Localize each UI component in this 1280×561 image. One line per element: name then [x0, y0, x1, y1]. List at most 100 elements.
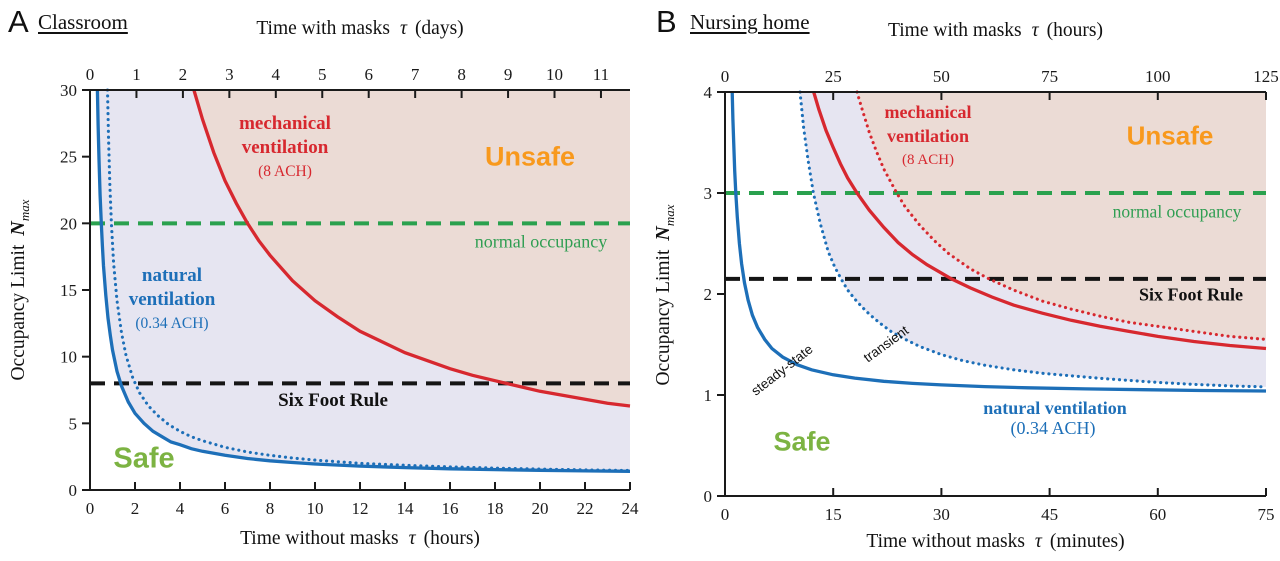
tick-label: 20: [60, 214, 77, 233]
panel-a-chart: 0 2 4 6 8 10 12 14 16 18 20 22 240 1 2 3 4 5 6 7 8 9 10 1105101…: [60, 65, 640, 518]
tau-symbol: τ: [1031, 20, 1039, 41]
tick-label: 1: [704, 386, 713, 405]
tick-label: 9: [504, 65, 513, 84]
tick-label: 15: [825, 505, 842, 524]
mech-label-line2: ventilation: [886, 126, 969, 146]
nat-label-ach: (0.34 ACH): [135, 315, 209, 332]
tick-label: 0: [704, 487, 713, 506]
mechanical-ventilation-label: mechanical ventilation (8 ACH): [885, 100, 972, 172]
tick-label: 4: [176, 499, 185, 518]
mech-label-line1: mechanical: [239, 113, 331, 134]
mechanical-ventilation-label: mechanical ventilation (8 ACH): [239, 112, 331, 184]
tau-symbol: τ: [399, 18, 407, 39]
tick-label: 8: [457, 65, 466, 84]
safe-label: Safe: [773, 426, 831, 457]
tick-label: 5: [69, 414, 78, 433]
mech-label-line2: ventilation: [241, 137, 329, 158]
tick-label: 18: [487, 499, 504, 518]
axis-title-text: Time without masks: [866, 531, 1025, 552]
panel-a-title: Classroom: [38, 10, 128, 34]
panel-a: 0 2 4 6 8 10 12 14 16 18 20 22 24 0 1 2 3 4 5 6 7 8 9 10 11 0 5 10 1…: [7, 4, 640, 550]
tick-label: 2: [704, 285, 713, 304]
tick-label: 6: [364, 65, 373, 84]
panel-b-title: Nursing home: [690, 10, 810, 34]
tick-label: 1: [132, 65, 141, 84]
tick-label: 0: [721, 67, 730, 86]
panel-b: 0 15 30 45 60 75 0 25 50 75 100 125 0 1 2 3 4 B Nursing …: [640, 0, 1280, 561]
tick-label: 0: [69, 481, 78, 500]
natural-ventilation-label: natural ventilation (0.34 ACH): [129, 264, 216, 336]
unsafe-label: Unsafe: [484, 141, 576, 172]
panel-b-top-axis-title: Time with masks τ (hours): [725, 20, 1266, 42]
tick-label: 25: [825, 67, 842, 86]
tick-label: 10: [307, 499, 324, 518]
safe-label: Safe: [113, 442, 175, 475]
series-mech_ss: [192, 89, 631, 408]
axis-title-text: Time with masks: [888, 20, 1022, 41]
tick-label: 10: [546, 65, 563, 84]
mech-label-ach: (8 ACH): [258, 163, 312, 180]
mech-label-line1: mechanical: [884, 102, 972, 122]
panel-b-chart: 0 15 30 45 60 75 0 25 50 75 100 125 0 1 2 3 4: [704, 67, 1279, 524]
panel-a-bottom-axis-title: Time without masks τ (hours): [90, 528, 630, 550]
axis-title-unit: (minutes): [1049, 531, 1125, 552]
axis-title-unit: (hours): [423, 528, 480, 549]
tick-label: 0: [86, 65, 95, 84]
nat-label-line1: natural: [141, 265, 203, 286]
tick-label: 4: [272, 65, 281, 84]
mech-label-ach: (8 ACH): [901, 152, 955, 168]
series-nat_ss: [730, 91, 1267, 393]
tick-label: 75: [1041, 67, 1058, 86]
tick-label: 2: [131, 499, 140, 518]
tick-label: 22: [577, 499, 594, 518]
tick-label: 125: [1253, 67, 1279, 86]
tick-label: 8: [266, 499, 275, 518]
axis-title-text: Time without masks: [240, 528, 399, 549]
tick-label: 16: [442, 499, 459, 518]
tick-label: 12: [352, 499, 369, 518]
n-subscript: max: [661, 204, 677, 227]
n-symbol: N: [652, 226, 675, 241]
tau-symbol: τ: [408, 528, 416, 549]
tick-label: 75: [1258, 505, 1275, 524]
y-axis-title-text: Occupancy Limit: [8, 244, 30, 381]
panel-b-letter: B: [656, 4, 677, 39]
tick-label: 25: [60, 148, 77, 167]
tick-label: 20: [532, 499, 549, 518]
six-foot-rule-label: Six Foot Rule: [1138, 284, 1244, 305]
panel-b-bottom-axis-title: Time without masks τ (minutes): [725, 531, 1266, 553]
tick-label: 30: [933, 505, 950, 524]
region-unsafe: [193, 90, 630, 406]
region-conditionally-safe: [97, 90, 630, 472]
tick-label: 45: [1041, 505, 1058, 524]
tick-label: 30: [60, 81, 77, 100]
tick-label: 4: [704, 83, 713, 102]
y-axis-title-text: Occupancy Limit: [653, 249, 675, 386]
tick-label: 60: [1149, 505, 1166, 524]
tick-label: 50: [933, 67, 950, 86]
region-conditionally-safe: [800, 92, 1266, 387]
panel-a-y-axis-title: Occupancy Limit Nmax: [7, 199, 33, 380]
tau-symbol: τ: [1034, 531, 1042, 552]
normal-occupancy-label: normal occupancy: [474, 231, 608, 252]
axis-title-unit: (days): [414, 18, 464, 39]
tick-label: 100: [1145, 67, 1171, 86]
tick-label: 10: [60, 348, 77, 367]
normal-occupancy-label: normal occupancy: [1112, 201, 1242, 222]
tick-label: 3: [225, 65, 234, 84]
nat-label-ach: (0.34 ACH): [1010, 418, 1096, 438]
tick-label: 15: [60, 281, 77, 300]
tick-label: 3: [704, 184, 713, 203]
tick-label: 5: [318, 65, 327, 84]
series-mech_ss: [812, 91, 1267, 351]
tick-label: 0: [721, 505, 730, 524]
nat-label-line2: ventilation: [128, 289, 216, 310]
tick-label: 24: [622, 499, 640, 518]
panel-a-top-axis-title: Time with masks τ (days): [90, 18, 630, 40]
axis-title-unit: (hours): [1046, 20, 1103, 41]
panel-a-letter: A: [8, 4, 29, 39]
tick-label: 2: [179, 65, 188, 84]
axis-title-text: Time with masks: [256, 18, 390, 39]
tick-label: 6: [221, 499, 230, 518]
n-subscript: max: [16, 199, 32, 222]
